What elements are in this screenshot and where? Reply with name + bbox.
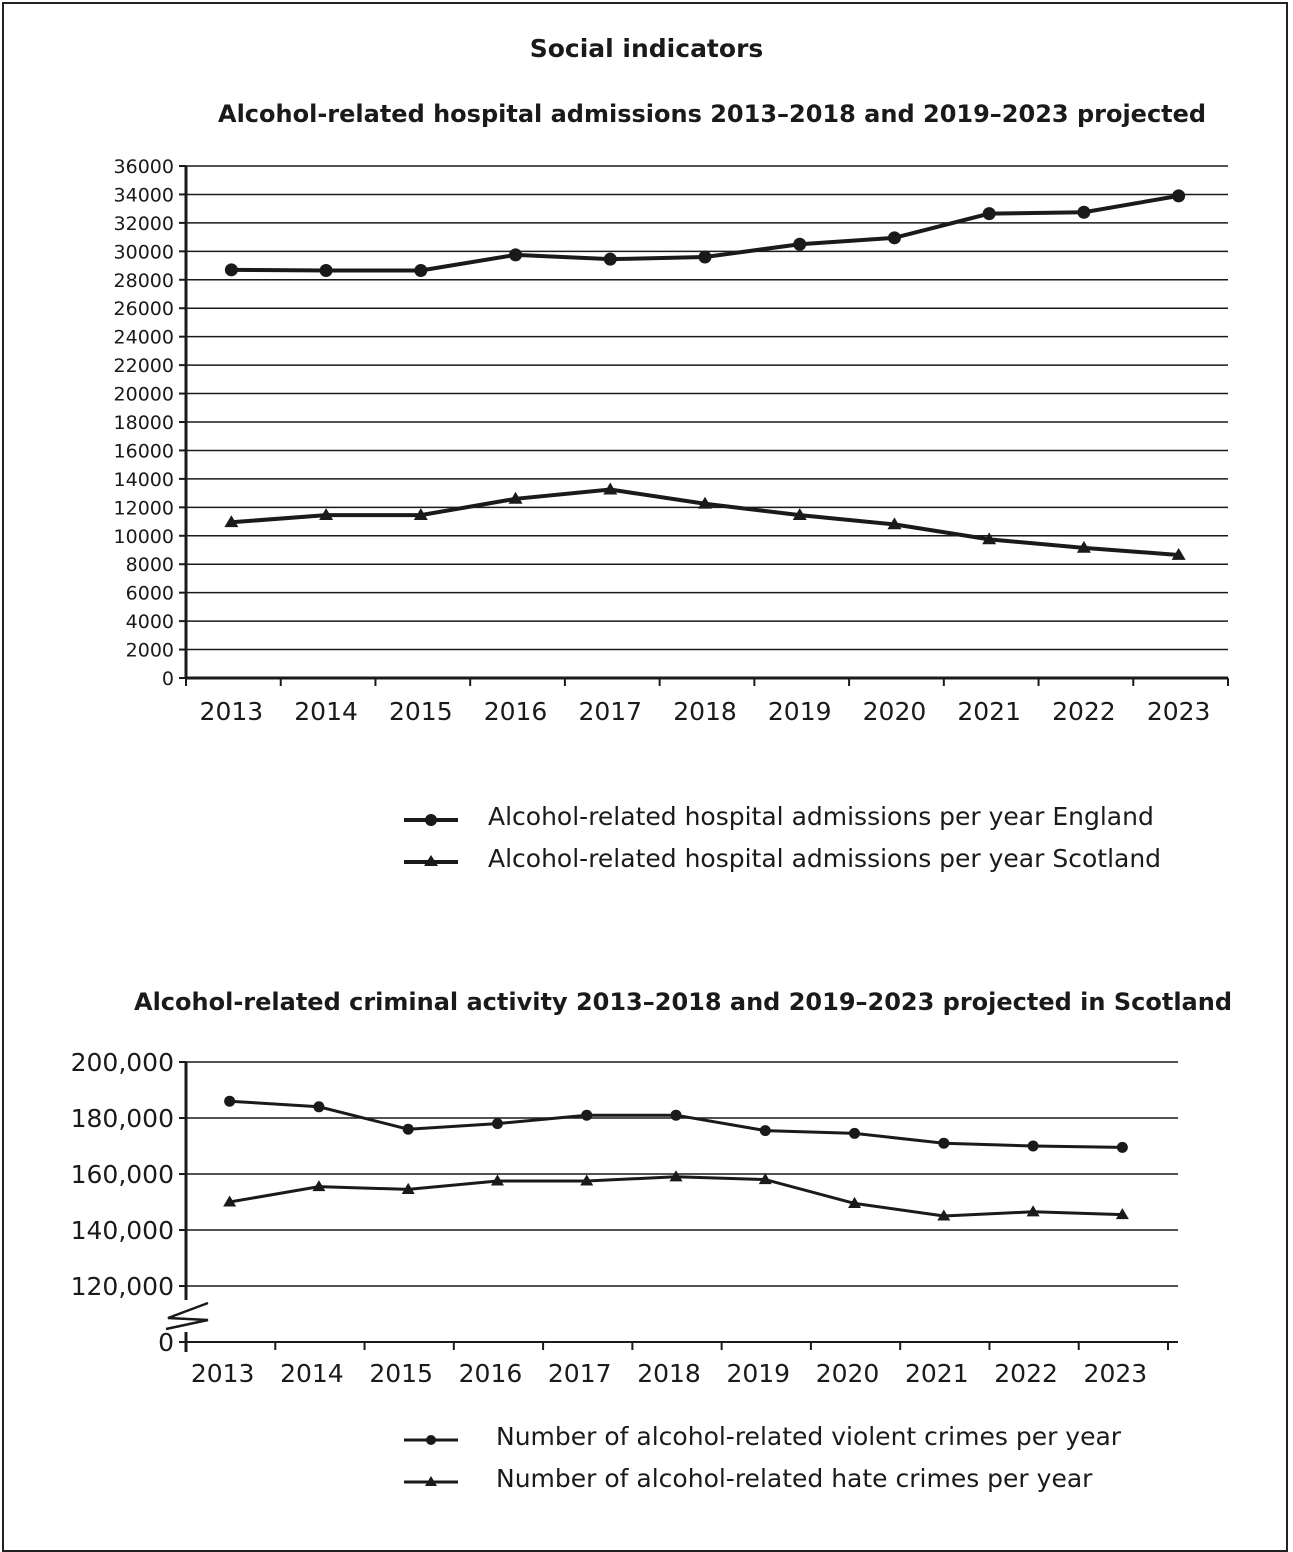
chart1-y-tick-label: 36000 [114,156,174,178]
chart1-x-tick-label: 2016 [484,697,548,726]
chart1-y-tick-label: 8000 [126,554,174,576]
chart1-y-tick-label: 10000 [114,526,174,548]
chart1-data-point [1077,205,1091,219]
chart1-title: Alcohol-related hospital admissions 2013… [218,100,1207,128]
circle-marker-icon [404,814,458,826]
chart1-x-tick-label: 2017 [578,697,642,726]
chart1-x-tick-label: 2020 [863,697,927,726]
chart1-data-point [793,237,807,251]
chart1-y-tick-label: 32000 [114,213,174,235]
chart1-data-point [319,508,334,521]
chart1-legend-label: Alcohol-related hospital admissions per … [488,844,1162,873]
chart1-y-tick-label: 6000 [126,583,174,605]
chart1-legend: Alcohol-related hospital admissions per … [402,802,1202,886]
chart1-y-tick-label: 0 [162,668,174,690]
chart1-y-tick-label: 24000 [114,327,174,349]
chart1-y-tick-label: 14000 [114,469,174,491]
chart1-data-point [1076,540,1091,553]
chart1-x-tick-label: 2019 [768,697,832,726]
chart1-data-point [792,508,807,521]
chart1-y-tick-label: 34000 [114,184,174,206]
chart2-legend-label: Number of alcohol-related hate crimes pe… [496,1464,1093,1493]
chart1-data-point [319,264,333,278]
chart1-y-tick-label: 12000 [114,497,174,519]
triangle-marker-icon [404,855,458,866]
circle-marker-icon [404,1435,458,1445]
chart1-data-point [224,515,239,528]
page-heading: Social indicators [529,34,764,63]
chart1-data-point [603,482,618,495]
chart1-data-point [413,508,428,521]
chart1-data-point [982,207,996,221]
chart1-y-tick-label: 22000 [114,355,174,377]
chart1-plot: 0 2000 4000 6000 8000 10000 12000 14000 16000 180… [114,156,1229,726]
chart1-data-point [698,250,712,264]
chart1-data-point [698,496,712,509]
chart1-y-tick-label: 28000 [114,270,174,292]
chart1-data-point [1171,547,1186,560]
chart1-legend-item: Alcohol-related hospital admissions per … [402,802,1202,844]
chart2-legend: Number of alcohol-related violent crimes… [402,1422,1202,1506]
chart1-x-tick-label: 2013 [200,697,264,726]
chart1-data-point [508,491,523,504]
chart1-legend-item: Alcohol-related hospital admissions per … [402,844,1202,886]
chart1-data-point [224,263,238,277]
chart1-legend-label: Alcohol-related hospital admissions per … [488,802,1154,831]
chart1-x-tick-label: 2018 [673,697,737,726]
chart1-y-tick-label: 4000 [126,611,174,633]
chart1-y-tick-label: 18000 [114,412,174,434]
chart2-legend-item: Number of alcohol-related hate crimes pe… [402,1464,1202,1506]
chart1-data-point [1172,189,1186,203]
chart1-data-point [414,264,428,278]
chart1-data-point [603,252,617,266]
chart2-legend-item: Number of alcohol-related violent crimes… [402,1422,1202,1464]
chart1-y-tick-label: 16000 [114,440,174,462]
chart2-legend-label: Number of alcohol-related violent crimes… [496,1422,1122,1451]
chart1-data-point [887,517,902,530]
chart1-x-tick-label: 2022 [1052,697,1116,726]
chart1-data-point [982,532,997,545]
chart1-x-tick-label: 2023 [1147,697,1211,726]
chart1-y-tick-label: 26000 [114,298,174,320]
chart1-x-tick-label: 2015 [389,697,453,726]
chart1-x-tick-label: 2014 [294,697,358,726]
chart2-title: Alcohol-related criminal activity 2013–2… [134,988,1233,1016]
chart1-y-tick-label: 30000 [114,241,174,263]
chart1-x-tick-label: 2021 [957,697,1021,726]
chart1-data-point [509,248,523,262]
chart1-y-tick-label: 2000 [126,640,174,662]
triangle-marker-icon [404,1476,458,1486]
chart1-data-point [887,231,901,245]
chart1-y-tick-label: 20000 [114,384,174,406]
